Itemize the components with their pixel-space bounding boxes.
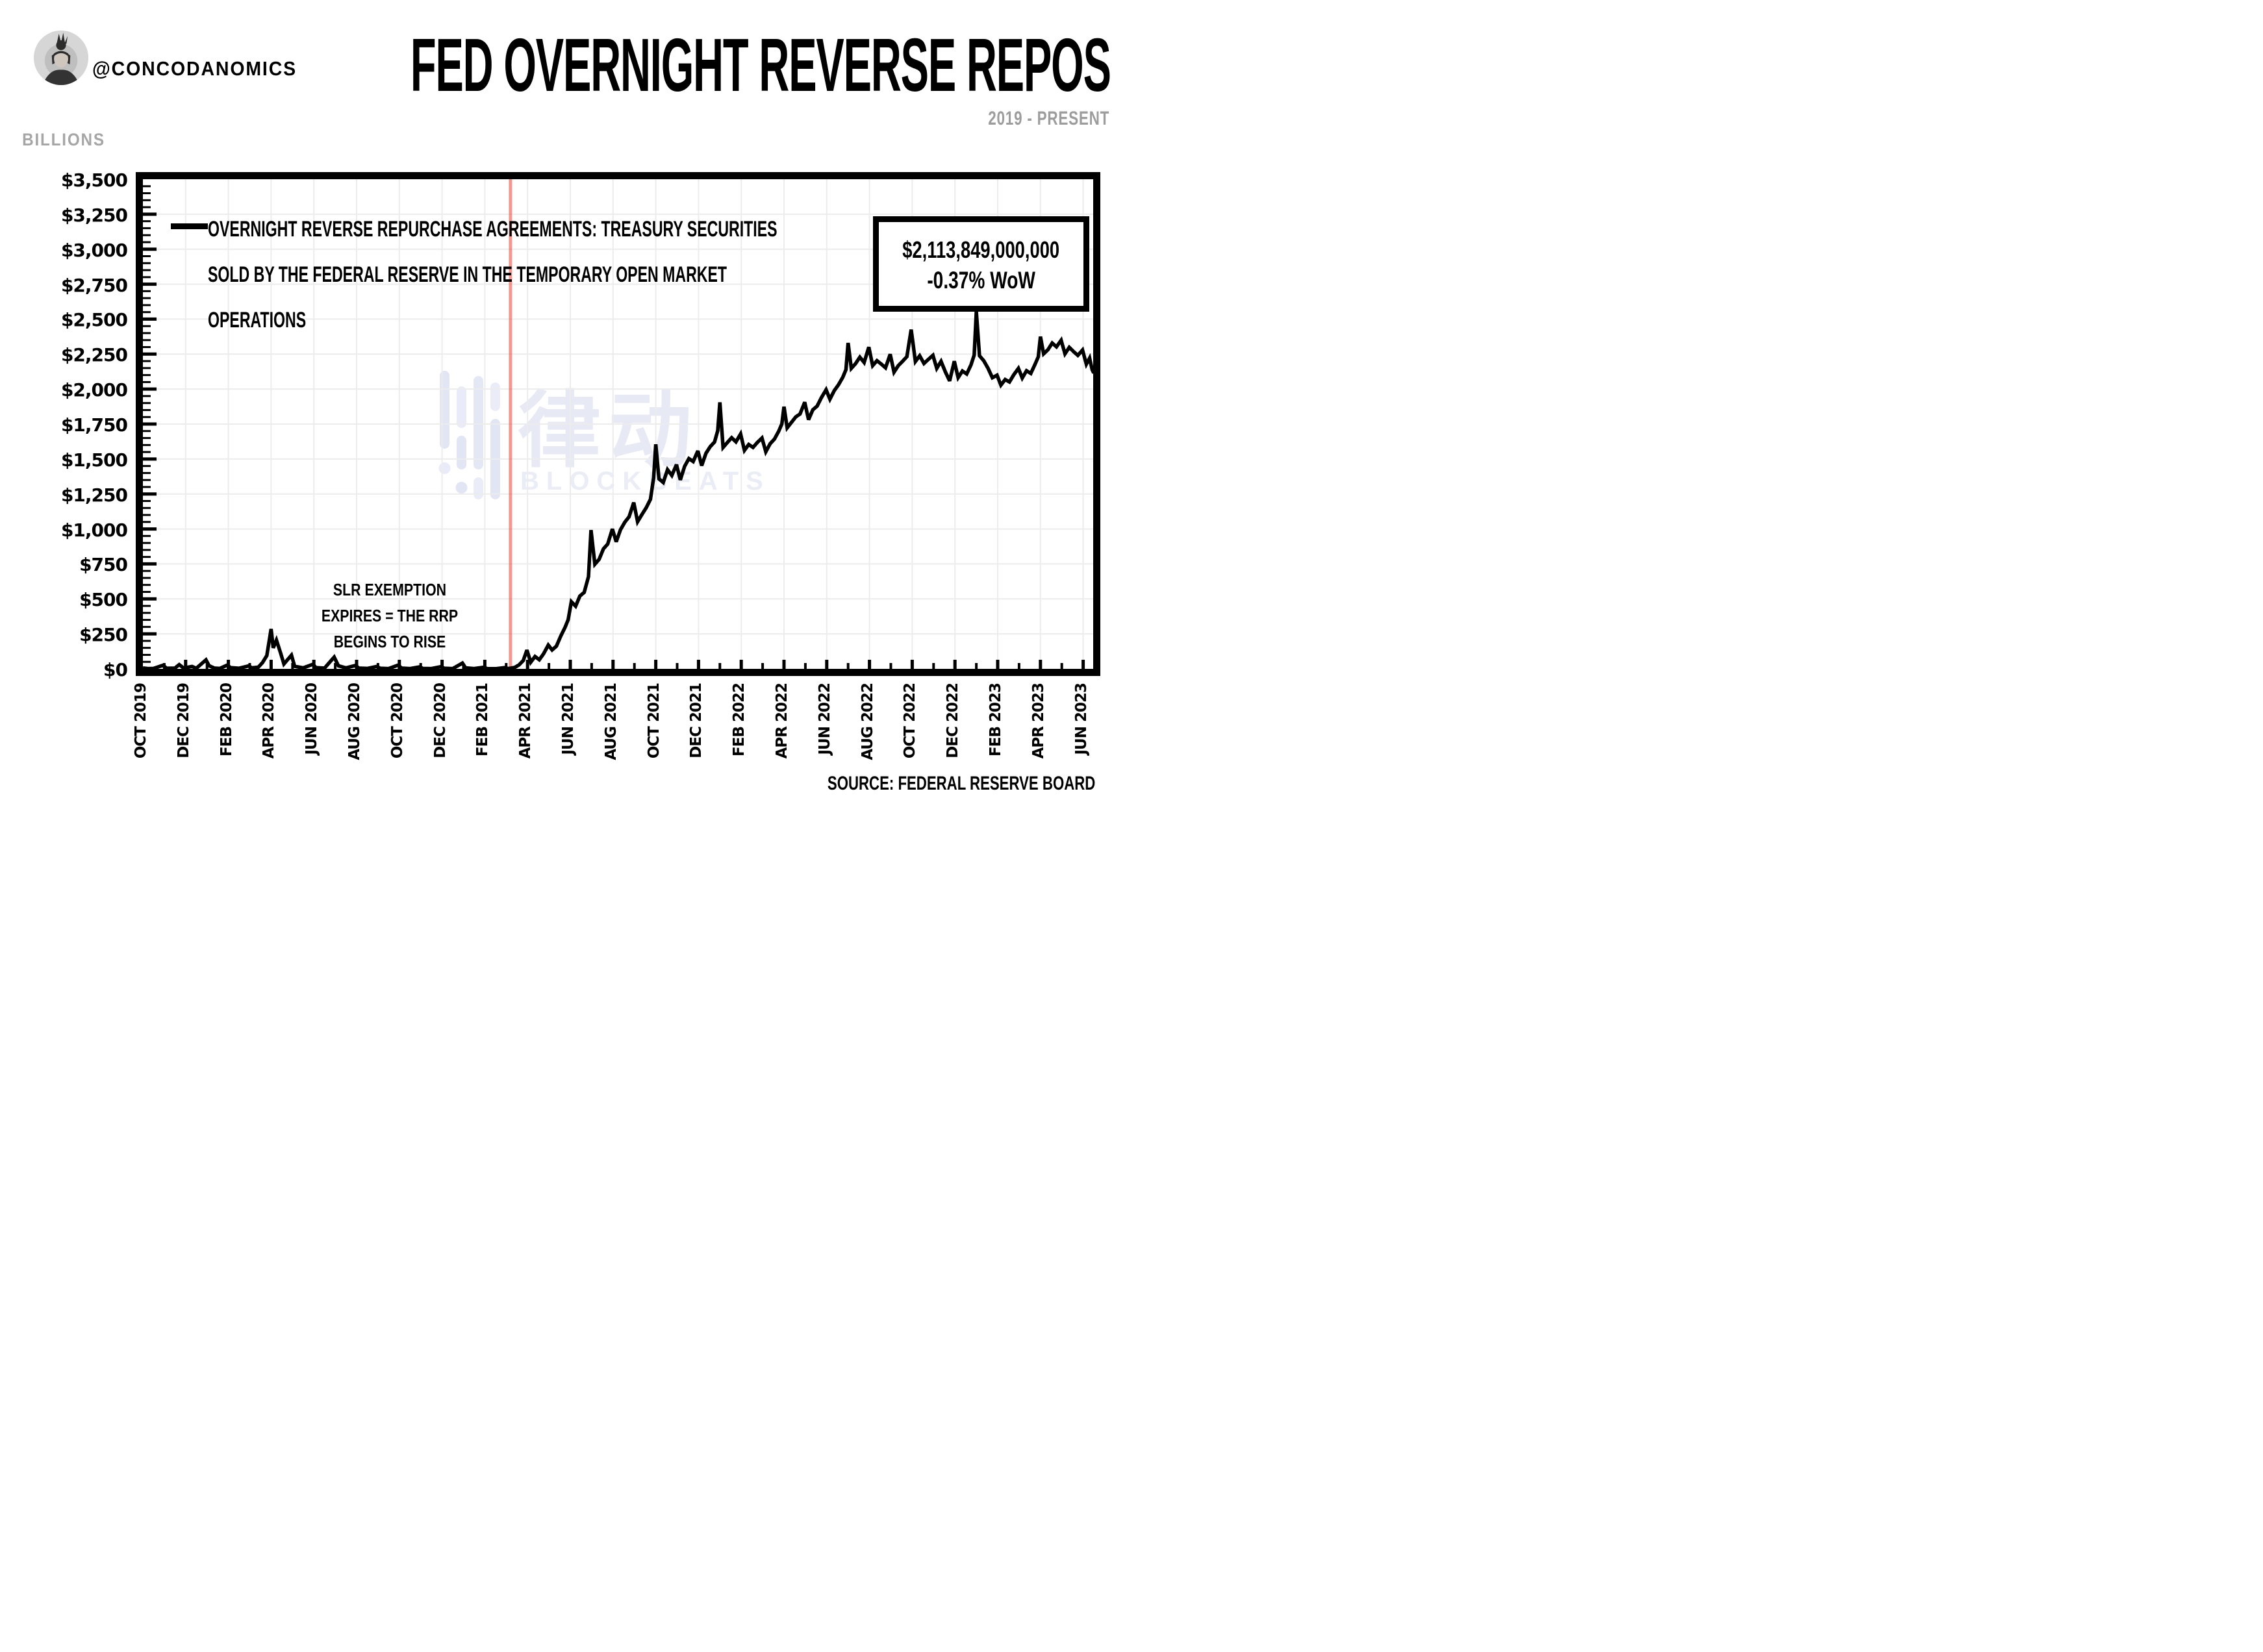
x-tick-label: OCT 2020 — [388, 683, 406, 759]
legend-line-3: OPERATIONS — [208, 308, 307, 332]
x-tick-label: DEC 2022 — [944, 683, 962, 758]
x-tick-label: JUN 2022 — [816, 683, 833, 755]
repo-line-chart — [143, 179, 1093, 669]
x-tick-label: OCT 2022 — [902, 683, 919, 759]
y-tick-label: $750 — [79, 554, 128, 576]
source-credit: SOURCE: FEDERAL RESERVE BOARD — [827, 773, 1095, 794]
y-tick-label: $3,000 — [60, 239, 128, 261]
avatar-portrait-icon — [34, 31, 88, 85]
latest-value-callout: $2,113,849,000,000 -0.37% WoW — [873, 216, 1089, 312]
y-tick-label: $2,750 — [60, 274, 128, 296]
latest-value: $2,113,849,000,000 — [902, 236, 1060, 263]
infographic-root: @CONCODANOMICS FED OVERNIGHT REVERSE REP… — [0, 0, 1132, 826]
slr-annotation-line-2: EXPIRES = THE RRP — [321, 606, 459, 625]
x-tick-label: JUN 2020 — [303, 683, 321, 755]
y-tick-label: $250 — [79, 624, 128, 646]
page-title: FED OVERNIGHT REVERSE REPOS — [411, 23, 1111, 107]
x-tick-label: APR 2021 — [517, 683, 535, 759]
x-tick-label: OCT 2019 — [133, 683, 149, 759]
y-tick-label: $500 — [79, 589, 128, 611]
x-tick-label: AUG 2020 — [346, 683, 363, 760]
x-tick-label: DEC 2019 — [175, 683, 192, 758]
x-tick-label: APR 2022 — [774, 683, 790, 759]
y-tick-label: $2,000 — [60, 379, 128, 401]
x-tick-label: FEB 2020 — [218, 683, 235, 757]
slr-annotation-line-3: BEGINS TO RISE — [333, 632, 446, 651]
watermark-latin-text: BLOCKBEATS — [520, 467, 770, 495]
x-tick-label: DEC 2020 — [431, 683, 449, 758]
y-tick-label: $2,500 — [60, 309, 128, 331]
x-tick-label: APR 2023 — [1030, 683, 1047, 759]
y-tick-label: $3,500 — [60, 169, 128, 191]
watermark-cjk-text: 律动 — [518, 384, 700, 477]
y-tick-label: $1,500 — [60, 449, 128, 471]
y-tick-label: $2,250 — [60, 344, 128, 366]
author-handle: @CONCODANOMICS — [92, 57, 297, 80]
rrp-data-line — [143, 311, 1093, 669]
legend-line-swatch — [171, 223, 208, 229]
weekly-change-badge: -0.37% WoW — [927, 267, 1035, 294]
x-tick-label: APR 2020 — [260, 683, 278, 759]
slr-annotation: SLR EXEMPTION EXPIRES = THE RRP BEGINS T… — [286, 577, 494, 655]
x-tick-label: FEB 2021 — [474, 683, 492, 757]
y-tick-label: $3,250 — [60, 204, 128, 226]
x-tick-label: JUN 2021 — [560, 683, 577, 755]
y-tick-label: $1,250 — [60, 484, 128, 506]
y-axis-unit-label: BILLIONS — [22, 130, 105, 149]
page-subtitle: 2019 - PRESENT — [988, 108, 1109, 129]
x-tick-label: DEC 2021 — [688, 683, 705, 758]
x-tick-label: JUN 2023 — [1072, 683, 1090, 755]
plot-area: 律动 BLOCKBEATS OVERNIGHT REVERSE REPURCHA… — [136, 172, 1100, 676]
slr-annotation-line-1: SLR EXEMPTION — [333, 580, 447, 599]
y-tick-label: $1,750 — [60, 414, 128, 436]
x-tick-label: FEB 2023 — [987, 683, 1004, 757]
chart-legend: OVERNIGHT REVERSE REPURCHASE AGREEMENTS:… — [171, 206, 1045, 343]
legend-line-1: OVERNIGHT REVERSE REPURCHASE AGREEMENTS:… — [208, 217, 778, 242]
x-tick-label: FEB 2022 — [731, 683, 748, 757]
x-tick-label: OCT 2021 — [645, 683, 663, 759]
x-tick-label: AUG 2022 — [859, 683, 876, 760]
y-tick-label: $0 — [103, 659, 128, 681]
watermark: 律动 BLOCKBEATS — [438, 371, 763, 512]
legend-line-2: SOLD BY THE FEDERAL RESERVE IN THE TEMPO… — [208, 262, 727, 287]
avatar — [34, 31, 88, 85]
y-tick-label: $1,000 — [60, 519, 128, 541]
x-tick-label: AUG 2021 — [602, 683, 620, 760]
